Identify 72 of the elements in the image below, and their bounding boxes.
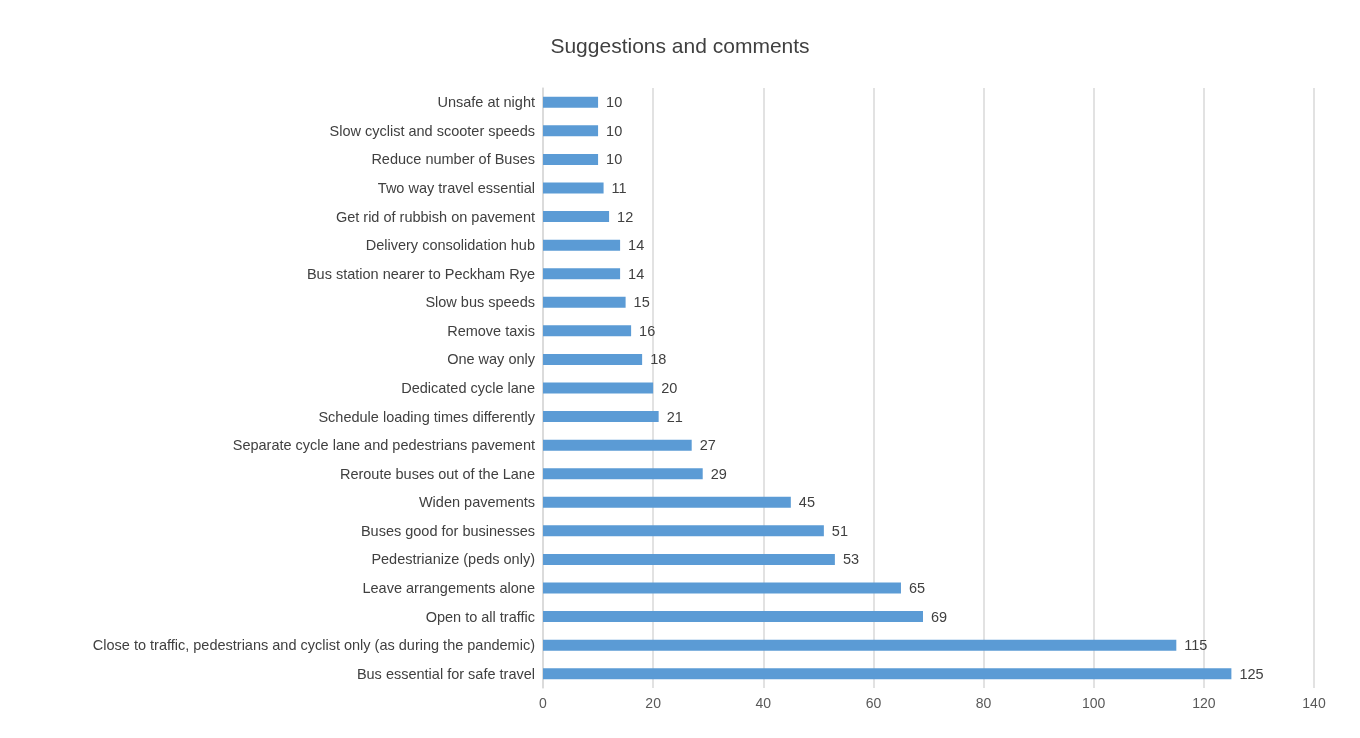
data-label: 10 — [606, 122, 623, 139]
chart-title: Suggestions and comments — [550, 34, 810, 57]
y-tick-label: Buses good for businesses — [360, 522, 535, 539]
y-tick-label: Unsafe at night — [437, 94, 535, 111]
bar — [543, 353, 643, 365]
bar — [543, 468, 703, 480]
data-label: 27 — [699, 437, 716, 454]
y-tick-label: Get rid of rubbish on pavement — [335, 208, 535, 225]
x-tick-label: 60 — [865, 695, 882, 711]
bar — [543, 611, 923, 623]
data-label: 10 — [606, 94, 623, 111]
y-tick-label: Open to all traffic — [425, 608, 535, 625]
y-tick-label: Dedicated cycle lane — [401, 380, 535, 396]
data-label: 125 — [1239, 665, 1264, 682]
data-label: 65 — [908, 580, 926, 596]
y-tick-label: Bus station nearer to Peckham Rye — [306, 265, 535, 282]
bar — [543, 296, 626, 308]
y-tick-label: Two way travel essential — [377, 180, 535, 196]
y-tick-label: Reroute buses out of the Lane — [339, 465, 535, 482]
y-tick-label: Reduce number of Buses — [371, 151, 535, 168]
bar — [543, 496, 791, 508]
x-tick-label: 20 — [645, 695, 662, 711]
bar — [543, 411, 659, 423]
data-label: 53 — [842, 551, 860, 568]
bar — [543, 239, 621, 251]
x-tick-label: 140 — [1302, 695, 1326, 711]
data-label: 14 — [628, 265, 645, 282]
data-label: 14 — [628, 237, 645, 254]
data-label: 11 — [611, 180, 627, 196]
y-tick-label: Pedestrianize (peds only) — [371, 551, 535, 568]
y-tick-label: Delivery consolidation hub — [365, 237, 535, 254]
y-tick-label: Close to traffic, pedestrians and cyclist only (as during the pandemic) — [92, 637, 535, 654]
data-label: 20 — [661, 380, 678, 396]
bar — [543, 182, 604, 194]
data-label: 29 — [710, 465, 727, 482]
y-tick-label: Slow cyclist and scooter speeds — [329, 122, 535, 139]
data-label: 16 — [639, 322, 656, 339]
x-tick-label: 40 — [755, 695, 772, 711]
y-tick-label: Remove taxis — [447, 322, 535, 339]
bar — [543, 582, 901, 594]
bar — [543, 382, 654, 394]
y-tick-label: Leave arrangements alone — [362, 580, 535, 596]
bar — [543, 439, 692, 451]
bar — [543, 153, 599, 165]
bar — [543, 125, 599, 137]
bar — [543, 639, 1177, 651]
data-label: 69 — [930, 608, 948, 625]
bar — [543, 553, 835, 565]
bar — [543, 668, 1232, 680]
y-tick-label: One way only — [447, 351, 536, 368]
bar — [543, 325, 632, 337]
y-tick-label: Slow bus speeds — [425, 294, 535, 311]
y-tick-label: Schedule loading times differently — [318, 408, 536, 425]
bar — [543, 268, 621, 280]
data-label: 45 — [798, 494, 815, 511]
y-tick-label: Separate cycle lane and pedestrians pavement — [232, 437, 535, 454]
data-label: 21 — [666, 408, 683, 425]
y-tick-label: Widen pavements — [418, 494, 535, 511]
data-label: 18 — [650, 351, 667, 368]
data-label: 115 — [1184, 637, 1208, 654]
data-label: 12 — [617, 208, 634, 225]
x-tick-label: 120 — [1192, 695, 1216, 711]
x-tick-label: 100 — [1082, 695, 1106, 711]
bar — [543, 211, 610, 223]
x-tick-label: 80 — [975, 695, 992, 711]
data-label: 10 — [606, 151, 623, 168]
data-label: 51 — [831, 522, 848, 539]
x-tick-label: 0 — [539, 695, 548, 711]
y-tick-label: Bus essential for safe travel — [356, 665, 535, 682]
data-label: 15 — [633, 294, 650, 311]
bar — [543, 96, 599, 108]
bar — [543, 525, 824, 537]
